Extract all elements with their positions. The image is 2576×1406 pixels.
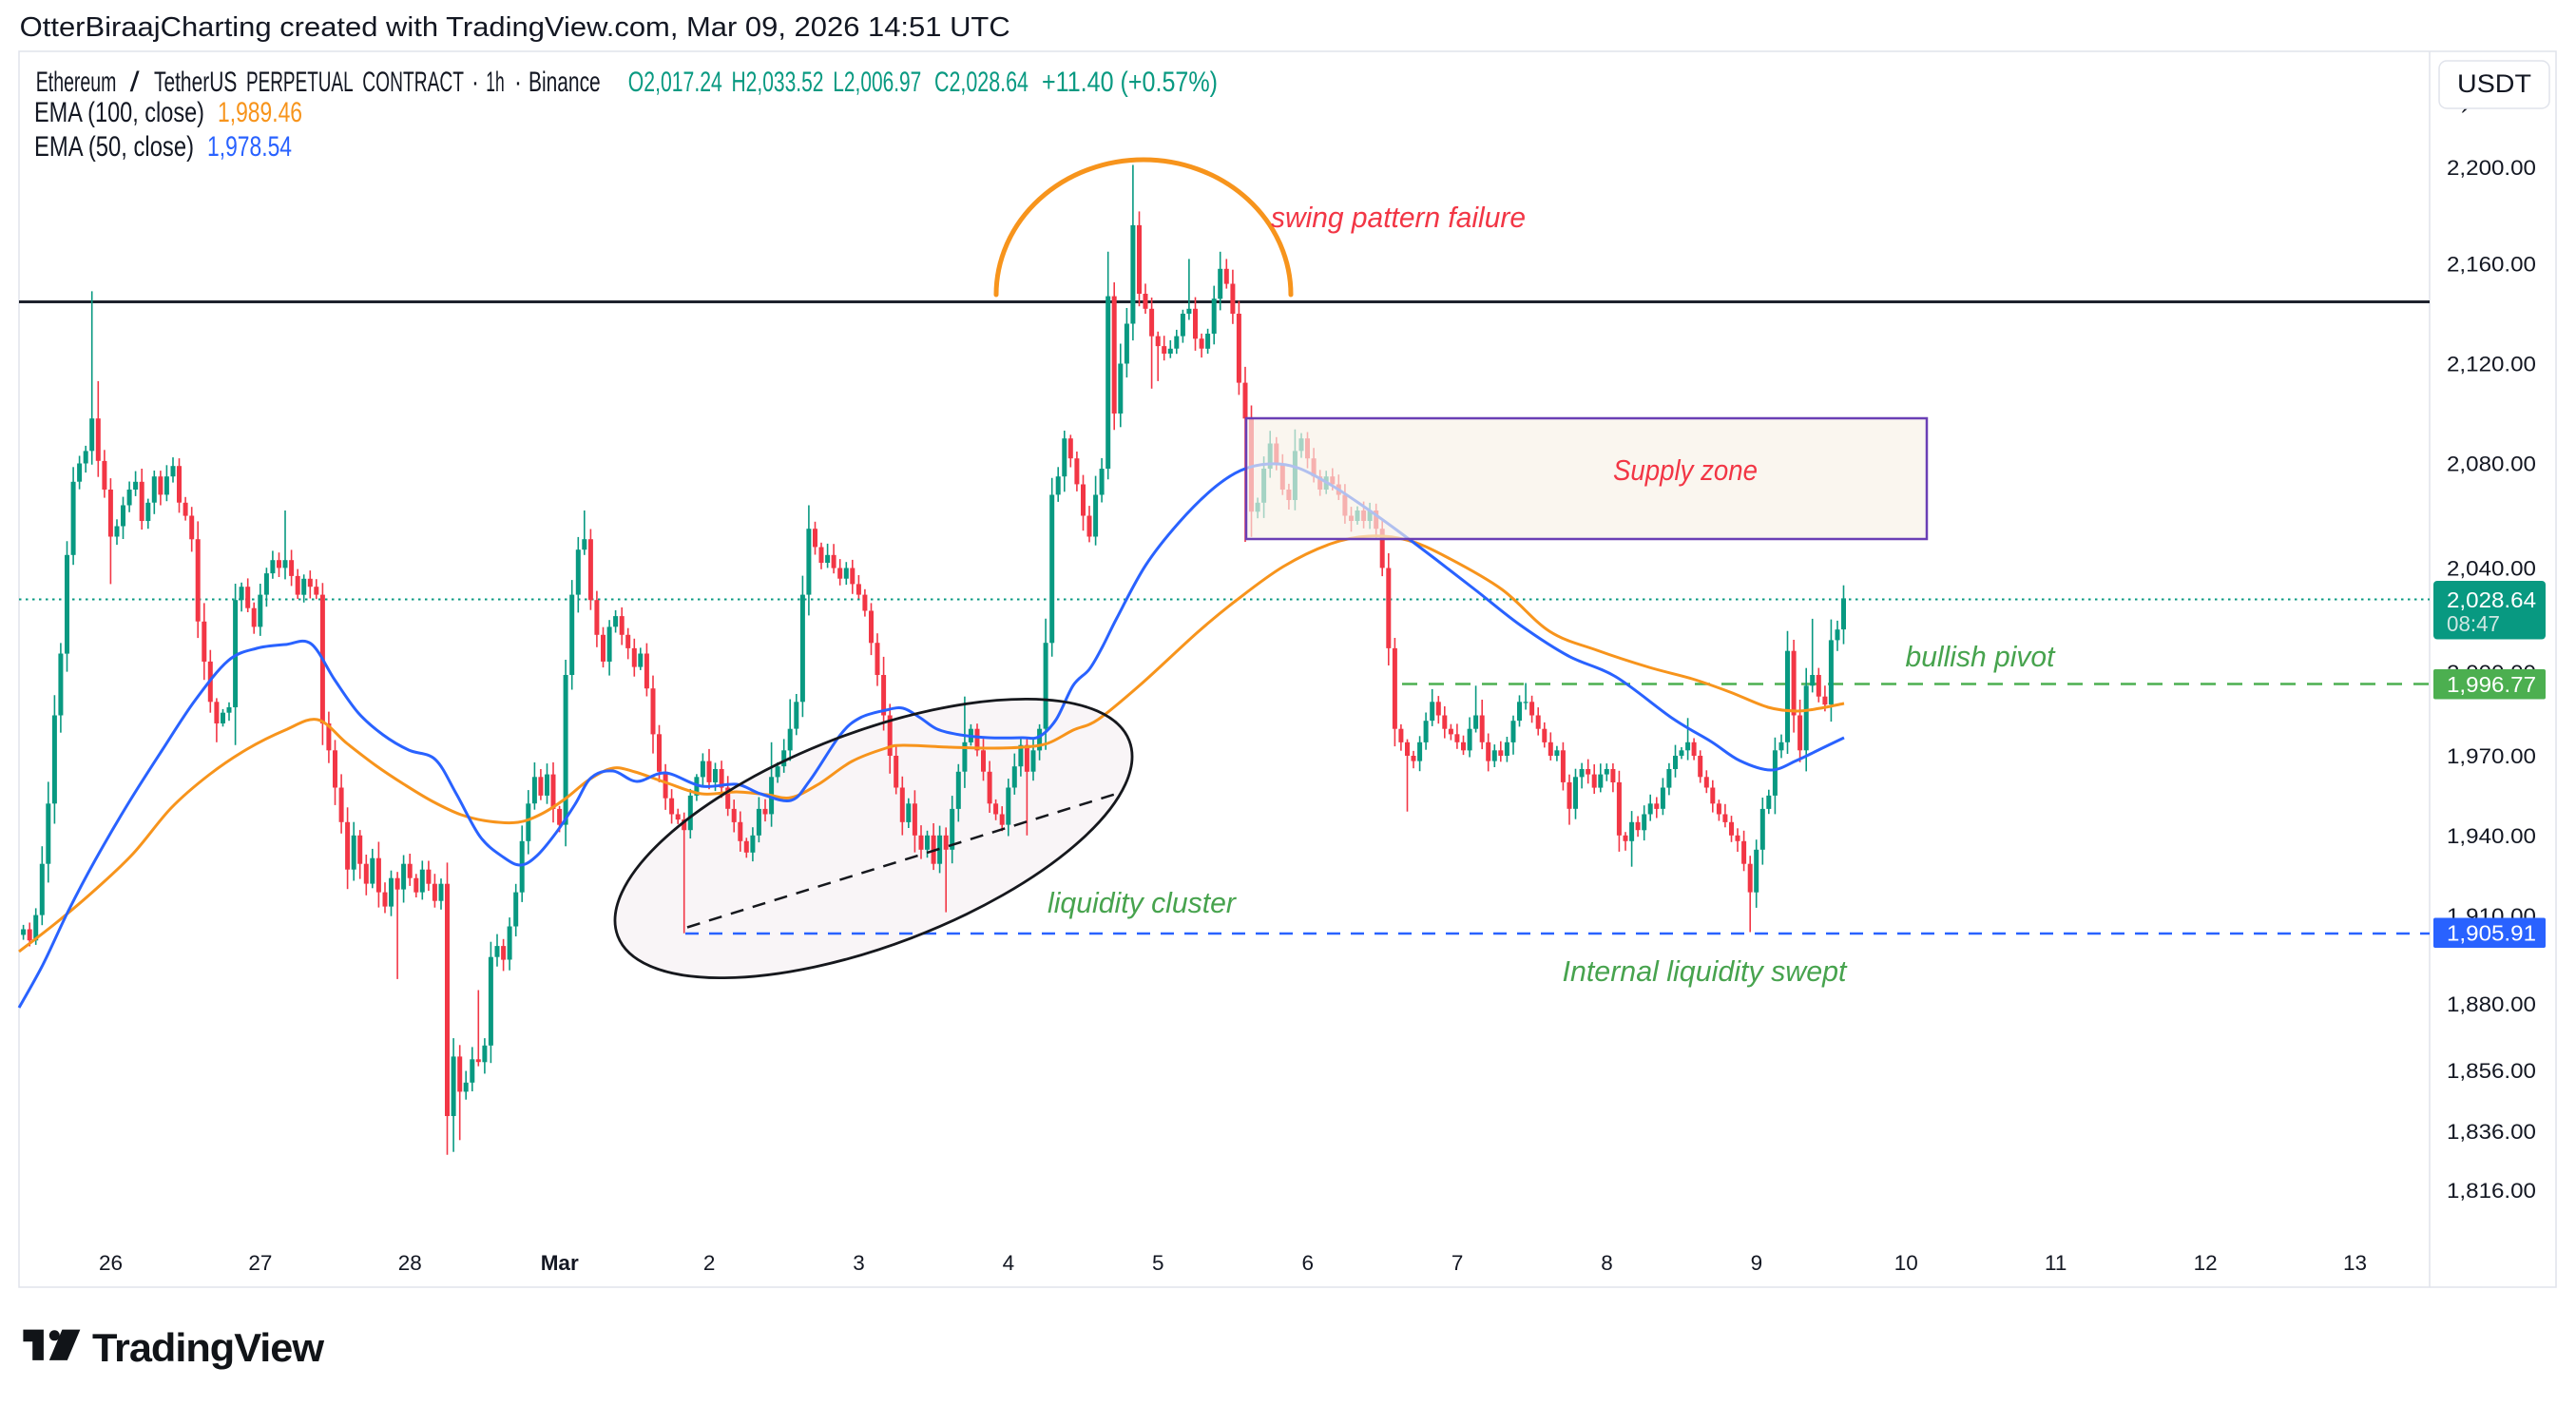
svg-text:Supply zone: Supply zone bbox=[1613, 453, 1758, 487]
svg-text:1,856.00: 1,856.00 bbox=[2447, 1059, 2536, 1083]
svg-text:7: 7 bbox=[1451, 1251, 1464, 1275]
svg-text:liquidity cluster: liquidity cluster bbox=[1048, 886, 1238, 919]
svg-text:L2,006.97: L2,006.97 bbox=[833, 67, 921, 98]
svg-text:H2,033.52: H2,033.52 bbox=[732, 67, 824, 98]
svg-text:Ethereum: Ethereum bbox=[36, 67, 117, 98]
svg-text:OtterBiraajCharting created wi: OtterBiraajCharting created with Trading… bbox=[20, 12, 1010, 43]
svg-text:PERPETUAL: PERPETUAL bbox=[246, 67, 354, 98]
svg-text:·: · bbox=[471, 67, 479, 98]
svg-text:USDT: USDT bbox=[2457, 69, 2531, 98]
svg-text:10: 10 bbox=[1894, 1251, 1918, 1275]
svg-text:12: 12 bbox=[2194, 1251, 2218, 1275]
svg-text:bullish pivot: bullish pivot bbox=[1906, 640, 2056, 673]
svg-text:27: 27 bbox=[248, 1251, 272, 1275]
svg-text:2,160.00: 2,160.00 bbox=[2447, 253, 2536, 277]
svg-text:08:47: 08:47 bbox=[2447, 611, 2500, 636]
svg-text:1,989.46: 1,989.46 bbox=[218, 97, 302, 128]
svg-text:+11.40 (+0.57%): +11.40 (+0.57%) bbox=[1042, 67, 1218, 98]
svg-text:TradingView: TradingView bbox=[92, 1325, 324, 1370]
svg-text:2,120.00: 2,120.00 bbox=[2447, 353, 2536, 376]
svg-text:Mar: Mar bbox=[541, 1251, 579, 1275]
svg-text:CONTRACT: CONTRACT bbox=[362, 67, 464, 98]
svg-text:1,996.77: 1,996.77 bbox=[2447, 672, 2536, 697]
svg-text:1,905.91: 1,905.91 bbox=[2447, 921, 2536, 946]
svg-text:TetherUS: TetherUS bbox=[154, 67, 237, 98]
svg-text:1,978.54: 1,978.54 bbox=[207, 131, 292, 163]
svg-text:28: 28 bbox=[398, 1251, 422, 1275]
svg-text:1,970.00: 1,970.00 bbox=[2447, 744, 2536, 768]
svg-text:Binance: Binance bbox=[529, 67, 601, 98]
svg-text:EMA (100, close): EMA (100, close) bbox=[34, 97, 204, 128]
svg-text:O2,017.24: O2,017.24 bbox=[628, 67, 722, 98]
svg-text:2: 2 bbox=[703, 1251, 716, 1275]
svg-text:1,940.00: 1,940.00 bbox=[2447, 824, 2536, 848]
svg-text:/: / bbox=[130, 67, 141, 98]
svg-text:26: 26 bbox=[99, 1251, 123, 1275]
svg-text:·: · bbox=[514, 67, 522, 98]
svg-text:13: 13 bbox=[2343, 1251, 2367, 1275]
svg-text:swing pattern failure: swing pattern failure bbox=[1271, 201, 1526, 234]
svg-text:3: 3 bbox=[853, 1251, 865, 1275]
svg-text:1,816.00: 1,816.00 bbox=[2447, 1179, 2536, 1203]
svg-text:2,028.64: 2,028.64 bbox=[2447, 587, 2536, 612]
svg-text:1,880.00: 1,880.00 bbox=[2447, 992, 2536, 1016]
svg-text:8: 8 bbox=[1601, 1251, 1613, 1275]
svg-text:´: ´ bbox=[2461, 105, 2470, 133]
svg-text:4: 4 bbox=[1003, 1251, 1015, 1275]
svg-text:11: 11 bbox=[2045, 1251, 2067, 1275]
svg-text:EMA (50, close): EMA (50, close) bbox=[34, 131, 194, 163]
svg-text:2,080.00: 2,080.00 bbox=[2447, 453, 2536, 476]
svg-text:5: 5 bbox=[1152, 1251, 1164, 1275]
svg-text:Internal liquidity swept: Internal liquidity swept bbox=[1563, 954, 1848, 988]
svg-text:2,200.00: 2,200.00 bbox=[2447, 156, 2536, 180]
svg-text:9: 9 bbox=[1751, 1251, 1763, 1275]
svg-text:C2,028.64: C2,028.64 bbox=[934, 67, 1028, 98]
svg-text:2,040.00: 2,040.00 bbox=[2447, 557, 2536, 581]
svg-text:6: 6 bbox=[1301, 1251, 1314, 1275]
svg-text:1h: 1h bbox=[486, 67, 504, 98]
svg-text:1,836.00: 1,836.00 bbox=[2447, 1120, 2536, 1144]
